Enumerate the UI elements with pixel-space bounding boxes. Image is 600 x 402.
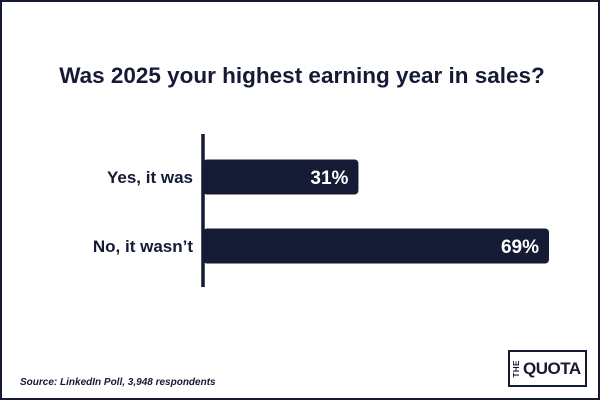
bar <box>203 159 359 195</box>
logo-main: QUOTA <box>523 358 581 378</box>
bar <box>203 228 549 264</box>
bar-value-label: 31% <box>310 168 348 189</box>
category-label: Yes, it was <box>107 168 193 187</box>
chart-title: Was 2025 your highest earning year in sa… <box>59 63 545 88</box>
bar-value-label: 69% <box>501 237 539 258</box>
category-label: No, it wasn’t <box>93 237 193 256</box>
the-quota-logo: THE QUOTA <box>508 350 587 387</box>
logo-prefix: THE <box>512 359 521 378</box>
source-note: Source: LinkedIn Poll, 3,948 respondents <box>20 377 216 388</box>
